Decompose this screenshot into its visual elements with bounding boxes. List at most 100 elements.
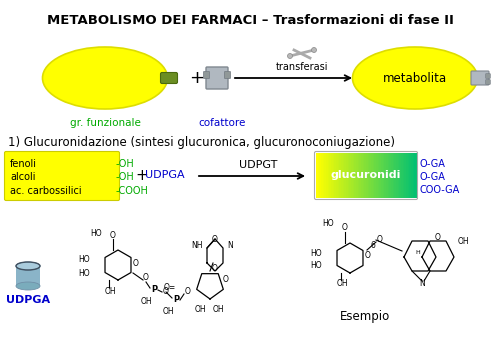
Text: cofattore: cofattore xyxy=(198,118,246,128)
Text: NH: NH xyxy=(192,240,203,249)
Bar xyxy=(328,153,330,198)
Text: O: O xyxy=(223,275,229,284)
FancyBboxPatch shape xyxy=(486,74,490,78)
Bar xyxy=(342,153,345,198)
Bar xyxy=(16,266,40,286)
Text: HO: HO xyxy=(310,248,322,257)
Text: H: H xyxy=(416,251,420,255)
Text: O: O xyxy=(365,252,371,261)
FancyBboxPatch shape xyxy=(4,152,119,200)
Bar xyxy=(340,153,342,198)
FancyBboxPatch shape xyxy=(206,67,228,89)
Bar xyxy=(358,153,360,198)
Bar xyxy=(408,153,410,198)
Text: fenoli: fenoli xyxy=(10,159,37,169)
Bar xyxy=(322,153,325,198)
Bar xyxy=(316,153,318,198)
Text: OH: OH xyxy=(212,306,224,315)
Text: transferasi: transferasi xyxy=(276,62,328,72)
Bar xyxy=(388,153,390,198)
Text: P: P xyxy=(151,285,157,294)
Bar xyxy=(372,153,375,198)
Bar xyxy=(370,153,372,198)
Bar xyxy=(411,153,413,198)
Bar xyxy=(326,153,328,198)
Bar xyxy=(380,153,382,198)
Text: 1) Glucuronidazione (sintesi glucuronica, glucuronoconiugazione): 1) Glucuronidazione (sintesi glucuronica… xyxy=(8,136,395,149)
Ellipse shape xyxy=(312,47,316,53)
Text: -OH: -OH xyxy=(116,159,135,169)
Text: OH: OH xyxy=(336,280,348,289)
Bar xyxy=(378,153,380,198)
Bar xyxy=(396,153,398,198)
Bar xyxy=(352,153,355,198)
FancyBboxPatch shape xyxy=(204,72,210,79)
Bar xyxy=(406,153,408,198)
Bar xyxy=(381,153,383,198)
Bar xyxy=(346,153,348,198)
Bar xyxy=(331,153,333,198)
Bar xyxy=(391,153,393,198)
Bar xyxy=(394,153,396,198)
Text: COO-GA: COO-GA xyxy=(420,185,460,195)
Text: METABOLISMO DEI FARMACI – Trasformazioni di fase II: METABOLISMO DEI FARMACI – Trasformazioni… xyxy=(46,14,454,27)
Bar xyxy=(392,153,395,198)
Bar xyxy=(386,153,388,198)
Text: metabolita: metabolita xyxy=(383,72,447,84)
Text: alcoli: alcoli xyxy=(10,173,36,182)
Text: +: + xyxy=(136,167,148,182)
Bar xyxy=(350,153,352,198)
Text: O: O xyxy=(212,235,218,244)
Bar xyxy=(362,153,365,198)
Text: O: O xyxy=(110,230,116,239)
Text: ac. carbossilici: ac. carbossilici xyxy=(10,186,82,196)
Text: N: N xyxy=(419,279,425,288)
Text: glucuronidi: glucuronidi xyxy=(331,170,401,180)
FancyBboxPatch shape xyxy=(486,80,490,84)
Bar xyxy=(354,153,356,198)
Text: O-GA: O-GA xyxy=(420,159,446,169)
Ellipse shape xyxy=(16,282,40,290)
Text: O-GA: O-GA xyxy=(420,172,446,182)
Bar xyxy=(324,153,326,198)
Text: HO: HO xyxy=(78,268,90,277)
Bar xyxy=(414,153,416,198)
Text: O: O xyxy=(435,233,441,242)
Bar xyxy=(341,153,343,198)
Ellipse shape xyxy=(16,262,40,270)
Bar xyxy=(360,153,362,198)
Bar xyxy=(330,153,332,198)
Bar xyxy=(400,153,402,198)
Bar xyxy=(344,153,346,198)
Text: N: N xyxy=(227,240,233,249)
Bar xyxy=(332,153,335,198)
Text: gr. funzionale: gr. funzionale xyxy=(70,118,140,128)
Bar xyxy=(366,153,368,198)
Bar xyxy=(410,153,412,198)
Ellipse shape xyxy=(288,54,292,58)
Text: O: O xyxy=(212,264,218,273)
Bar xyxy=(351,153,353,198)
Text: OH: OH xyxy=(140,298,152,307)
FancyBboxPatch shape xyxy=(224,72,230,79)
Bar xyxy=(384,153,386,198)
Text: O: O xyxy=(143,273,149,282)
Bar xyxy=(382,153,385,198)
Bar xyxy=(321,153,323,198)
Text: HO: HO xyxy=(90,228,102,237)
Text: OH: OH xyxy=(458,237,469,246)
Bar xyxy=(320,153,322,198)
Text: OH: OH xyxy=(194,306,206,315)
Bar xyxy=(348,153,350,198)
FancyBboxPatch shape xyxy=(160,73,178,83)
Bar xyxy=(374,153,376,198)
Text: O=: O= xyxy=(164,283,176,292)
Bar xyxy=(398,153,400,198)
Text: Esempio: Esempio xyxy=(340,310,390,323)
Text: O: O xyxy=(377,236,383,245)
Bar xyxy=(338,153,340,198)
Text: HO: HO xyxy=(78,255,90,264)
Text: HO: HO xyxy=(310,262,322,271)
Text: O: O xyxy=(342,224,348,233)
Text: 6: 6 xyxy=(370,242,376,251)
